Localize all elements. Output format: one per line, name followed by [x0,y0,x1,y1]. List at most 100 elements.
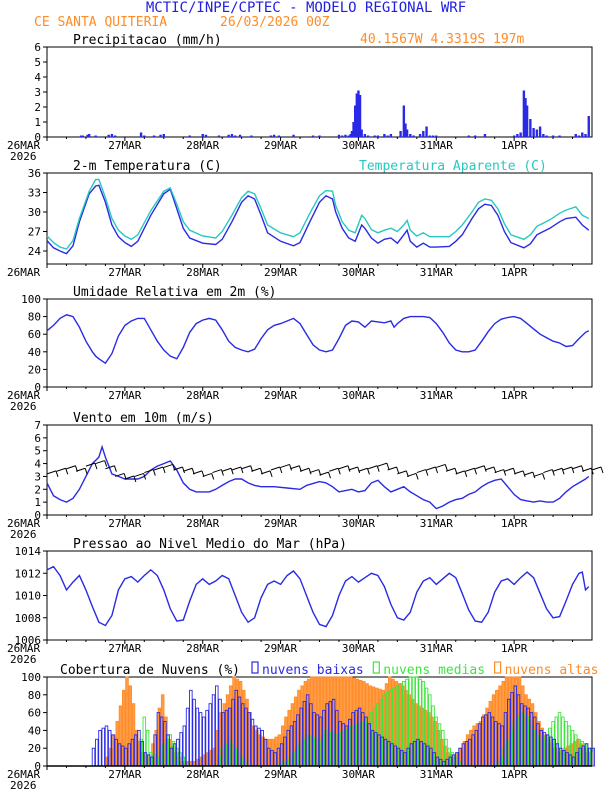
wind-barb [338,465,349,470]
precip-bar [357,90,360,137]
wind-barb-feather [590,468,594,475]
wind-barb [241,465,251,470]
precip-bar [532,128,535,137]
precip-bar [143,135,146,137]
wind-barb [222,467,232,472]
precip-ytick-label: 6 [34,41,41,54]
wind-barb [105,465,115,470]
cloud-legend-label-0: nuvens baixas [262,663,364,678]
precip-bar [217,135,221,137]
precip-bar [431,135,435,137]
clouds-xtick-label: 28MAR [186,768,219,781]
wind-barb [124,475,135,480]
wind-barb [56,467,66,472]
wind-barb [475,465,485,470]
precip-bar [353,105,357,137]
humidity-xtick-label: 1APR [501,389,528,402]
wind-barb-feather [65,468,69,475]
precip-bar [529,119,532,137]
wind-barb [533,472,543,477]
wind-barb-feather [240,466,244,474]
pressure-ytick-label: 1012 [15,567,42,580]
precip-bar [574,134,577,137]
wind-barb [465,467,475,472]
wind-barb [406,472,417,477]
pressure-ytick-label: 1008 [15,612,42,625]
precip-bar [512,135,516,137]
wind-barb-feather [386,462,390,470]
clouds-ytick-label: 100 [21,671,41,684]
precip-xtick-label: 26MAR [7,139,40,152]
precip-bar [292,134,295,137]
wind-barb [513,470,524,475]
precip-bar [159,134,162,137]
wind-barb-feather [483,465,487,472]
cloud-bar-blue [591,747,595,767]
precip-bar [412,135,415,137]
wind-barb-feather [152,469,156,476]
precip-bar [545,135,548,137]
wind-barb [202,472,212,477]
wind-barb [153,466,164,471]
humidity-ytick-label: 40 [28,346,41,359]
wind-barb-feather [104,460,108,467]
precip-bar [422,131,425,137]
clouds-xtick-label: 31MAR [420,768,453,781]
precip-bar [405,129,409,137]
wind-ytick-label: 3 [34,470,41,483]
clouds-ytick-label: 20 [28,742,41,755]
precip-bar [519,132,522,137]
precip-bar [344,134,347,137]
clouds-xtick-label: 27MAR [108,768,141,781]
wind-ytick-label: 6 [34,432,41,445]
wind-barb-feather [532,471,536,479]
precip-frame [46,46,593,138]
temp-ytick-label: 30 [28,206,41,219]
wind-barb [134,472,144,477]
clouds-title: Cobertura de Nuvens (%) [60,663,240,678]
temp-legend-apparent: Temperatura Aparente (C) [359,159,547,174]
temp-xtick-label: 27MAR [108,266,141,279]
wind-barb-feather [279,466,283,474]
wind-barb-feather [55,470,59,478]
wind-barb [562,466,572,471]
wind-barb-feather [162,466,166,474]
wind-barb [299,467,310,472]
clouds-xtick-label: 1APR [501,768,528,781]
wind-xtick-label: 26MAR [7,517,40,530]
humidity-panel: Umidade Relativa em 2m (%) 0 20 40 60 80 100 26… [7,285,593,413]
pressure-line-pressao [46,565,590,628]
wind-barb-feather [357,466,361,474]
wind-barb-feather [542,473,546,480]
temp-xtick-label: 29MAR [264,266,297,279]
precip-bar [347,135,350,137]
pressure-year-label: 2026 [10,653,37,666]
precip-ytick-label: 3 [34,86,41,99]
wind-barb [183,467,193,472]
wind-barb [192,470,203,475]
precip-bar [399,131,402,137]
precip-bar [238,134,242,137]
temp-ytick-label: 27 [28,226,41,239]
temp-xtick-label: 31MAR [420,266,453,279]
clouds-ytick-label: 0 [34,760,41,773]
pressure-xtick-label: 1APR [501,642,528,655]
precip-xtick-label: 27MAR [108,139,141,152]
precip-bar [162,134,165,137]
temp-line-temperatura-aparente-c- [46,178,590,250]
precip-bar [584,134,587,137]
pressure-panel: Pressao ao Nivel Medio do Mar (hPa) 1006 1… [7,537,593,666]
header-title: MCTIC/INPE/CPTEC - MODELO REGIONAL WRF [146,0,466,16]
wind-barb-feather [561,468,565,475]
wind-barb [494,469,504,474]
precip-bar [360,129,363,137]
wind-barb [445,467,456,472]
wind-barb-feather [551,469,555,476]
precip-bar [483,134,487,137]
humidity-frame [46,298,593,388]
precip-bar [94,135,97,137]
wind-barb [66,465,76,470]
precip-bar [366,135,370,137]
wind-barb [387,466,397,471]
